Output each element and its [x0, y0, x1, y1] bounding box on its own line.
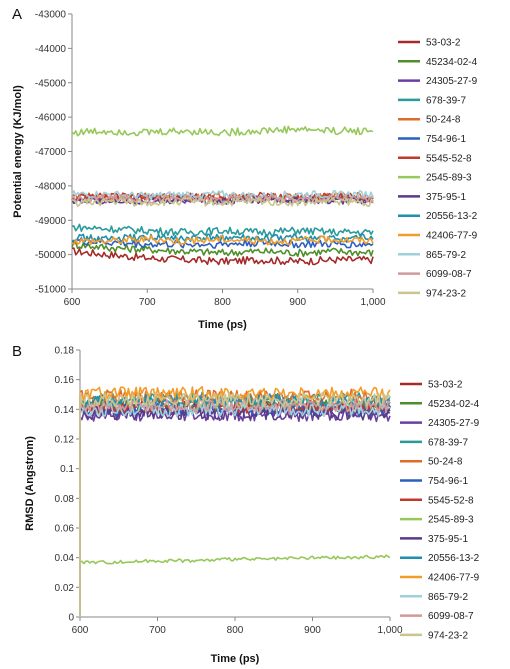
legend-label: 24305-27-9 [428, 418, 480, 429]
y-tick-label: 0.08 [55, 494, 75, 505]
series-line-754-96-1 [79, 402, 391, 617]
series-line-42406-77-9 [79, 385, 391, 617]
legend-label: 2545-89-3 [428, 515, 474, 526]
legend-label: 974-23-2 [428, 630, 468, 641]
series-line-20556-13-2 [79, 393, 391, 617]
legend-label: 53-03-2 [428, 380, 463, 391]
legend-label: 5545-52-8 [426, 153, 472, 164]
series-line-50-24-8 [79, 388, 391, 617]
legend-label: 974-23-2 [426, 288, 466, 299]
series-line-375-95-1 [79, 405, 391, 617]
chart-panel-a: A -43000 -44000 -45000 -46000 -47000 -48000 -49… [12, 6, 478, 331]
series-line-42406-77-9 [71, 234, 374, 246]
series-line-45234-02-4 [71, 241, 374, 258]
x-axis-label: Time (ps) [198, 319, 247, 331]
series-line-6099-08-7 [71, 193, 374, 204]
legend-label: 6099-08-7 [426, 269, 472, 280]
x-tick-label: 900 [289, 297, 306, 308]
y-tick-label: 0.14 [55, 405, 75, 416]
legend: 53-03-2 45234-02-4 24305-27-9 678-39-7 50-24… [398, 38, 478, 299]
y-tick-label: 0.04 [55, 553, 75, 564]
x-tick-label: 700 [149, 625, 166, 636]
y-tick-label: -47000 [35, 147, 67, 158]
legend-label: 678-39-7 [428, 437, 468, 448]
y-axis-label: RMSD (Angstrom) [24, 436, 36, 531]
y-tick-label: -49000 [35, 216, 67, 227]
y-tick-label: 0 [68, 613, 74, 624]
x-tick-label: 1,000 [360, 297, 385, 308]
y-tick-label: 0.02 [55, 583, 75, 594]
y-axis-label: Potential energy (KJ/mol) [12, 85, 24, 218]
x-tick-label: 600 [64, 297, 81, 308]
x-tick-label: 600 [72, 625, 89, 636]
y-tick-label: 0.18 [55, 346, 75, 357]
y-tick-label: 0.12 [55, 435, 75, 446]
legend-label: 375-95-1 [428, 534, 468, 545]
legend-label: 42406-77-9 [428, 573, 480, 584]
x-tick-label: 1,000 [377, 625, 402, 636]
series-line-678-39-7 [79, 391, 391, 617]
legend-label: 754-96-1 [426, 134, 466, 145]
legend-label: 45234-02-4 [426, 57, 478, 68]
x-tick-label: 800 [227, 625, 244, 636]
legend-label: 45234-02-4 [428, 399, 480, 410]
y-tick-label: 0.1 [60, 464, 74, 475]
legend-label: 375-95-1 [426, 192, 466, 203]
legend-label: 865-79-2 [428, 592, 468, 603]
legend-label: 754-96-1 [428, 476, 468, 487]
legend-label: 2545-89-3 [426, 173, 472, 184]
x-axis-label: Time (ps) [211, 653, 260, 665]
y-tick-label: -50000 [35, 250, 67, 261]
series-line-865-79-2 [79, 402, 391, 617]
y-tick-label: -51000 [35, 285, 67, 296]
legend-label: 678-39-7 [426, 95, 466, 106]
legend-label: 6099-08-7 [428, 611, 474, 622]
y-tick-label: 0.16 [55, 375, 75, 386]
legend-label: 50-24-8 [428, 457, 463, 468]
legend-label: 50-24-8 [426, 115, 461, 126]
panel-label: B [12, 343, 22, 360]
series-line-53-03-2 [72, 247, 374, 266]
panel-label: A [12, 6, 22, 23]
legend-label: 5545-52-8 [428, 495, 474, 506]
legend-label: 20556-13-2 [428, 553, 480, 564]
series-line-974-23-2 [79, 391, 391, 617]
series-line-5545-52-8 [79, 399, 391, 617]
legend-label: 20556-13-2 [426, 211, 478, 222]
series-line-6099-08-7 [79, 398, 391, 617]
series-line-974-23-2 [71, 197, 374, 207]
legend-label: 24305-27-9 [426, 76, 478, 87]
legend-label: 53-03-2 [426, 38, 461, 49]
y-tick-label: 0.06 [55, 524, 75, 535]
series-line-53-03-2 [79, 400, 391, 617]
y-tick-label: -43000 [35, 10, 67, 21]
series-line-678-39-7 [71, 223, 374, 237]
series-line-2545-89-3 [79, 554, 391, 617]
y-tick-label: -45000 [35, 78, 67, 89]
series-line-24305-27-9 [79, 406, 391, 617]
y-tick-label: -44000 [35, 44, 67, 55]
series-line-2545-89-3 [71, 125, 374, 137]
legend-label: 42406-77-9 [426, 231, 478, 242]
x-tick-label: 700 [139, 297, 156, 308]
x-tick-label: 800 [214, 297, 231, 308]
series-line-45234-02-4 [79, 397, 391, 617]
x-tick-label: 900 [304, 625, 321, 636]
y-tick-label: -48000 [35, 181, 67, 192]
chart-panel-b: B 0.18 0.16 0.14 0.12 0.1 0.08 0.06 0.04 0.02 0600… [12, 343, 480, 665]
legend: 53-03-2 45234-02-4 24305-27-9 678-39-7 50-24… [400, 380, 480, 641]
y-tick-label: -46000 [35, 113, 67, 124]
legend-label: 865-79-2 [426, 250, 466, 261]
